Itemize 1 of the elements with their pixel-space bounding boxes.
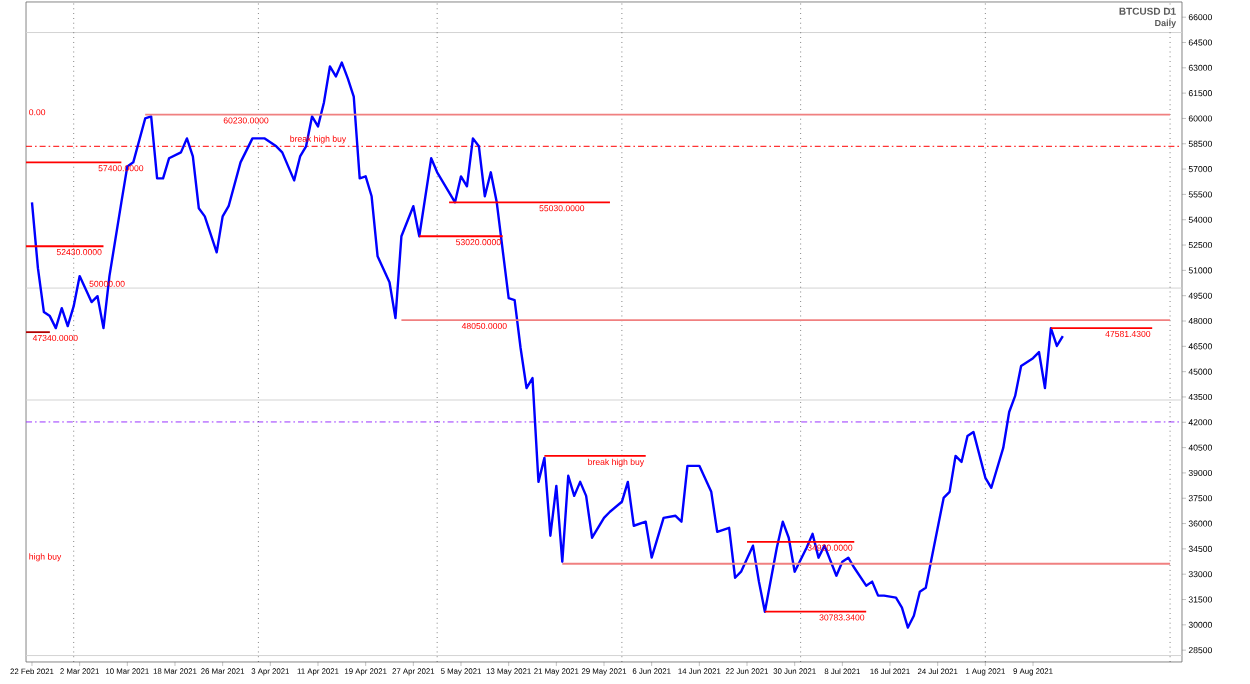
line-series — [30, 61, 1065, 629]
